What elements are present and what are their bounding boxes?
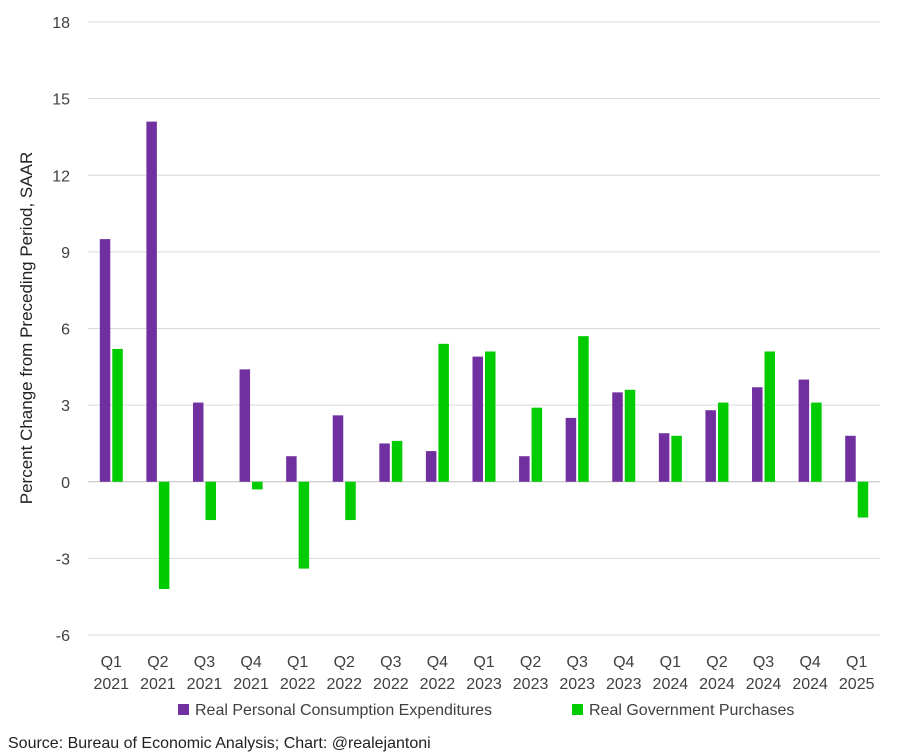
x-tick-label-year: 2022 xyxy=(280,676,316,693)
x-tick-label-year: 2023 xyxy=(606,676,642,693)
bar-consumption xyxy=(379,443,390,482)
y-axis-ticks: -6 -3 0 3 6 9 12 15 18 xyxy=(52,15,70,645)
bar-government xyxy=(485,351,496,482)
bar-consumption xyxy=(425,451,437,482)
bar-government xyxy=(438,343,449,482)
bar-government xyxy=(112,348,123,482)
x-tick-label-quarter: Q1 xyxy=(473,654,494,671)
y-axis-title: Percent Change from Preceding Period, SA… xyxy=(17,152,36,504)
x-tick-label-quarter: Q3 xyxy=(194,654,215,671)
y-tick-label: -3 xyxy=(56,551,70,568)
x-tick-label-year: 2022 xyxy=(373,676,409,693)
bar-government xyxy=(578,336,589,482)
x-tick-label-year: 2024 xyxy=(653,676,689,693)
y-tick-label: 6 xyxy=(61,322,70,339)
x-tick-label-year: 2021 xyxy=(233,676,269,693)
bar-consumption xyxy=(472,356,483,482)
y-tick-label: 18 xyxy=(52,15,70,32)
y-tick-label: -6 xyxy=(56,628,70,645)
bar-consumption xyxy=(565,417,577,482)
bar-government xyxy=(717,402,729,482)
x-tick-label-quarter: Q3 xyxy=(753,654,774,671)
x-tick-label-quarter: Q4 xyxy=(613,654,634,671)
gridlines xyxy=(88,21,880,636)
source-note: Source: Bureau of Economic Analysis; Cha… xyxy=(8,735,431,752)
x-tick-label-quarter: Q3 xyxy=(567,654,588,671)
y-tick-label: 9 xyxy=(61,245,70,262)
x-tick-label-year: 2022 xyxy=(326,676,362,693)
bar-government xyxy=(345,481,356,521)
x-axis-labels: Q1 2021 Q2 2021 Q3 2021 Q4 2021 Q1 2022 Q2 2022 Q3 20… xyxy=(93,654,874,693)
bar-consumption xyxy=(798,379,810,482)
legend-swatch xyxy=(178,704,189,715)
legend: Real Personal Consumption Expenditures Re… xyxy=(178,702,794,719)
x-tick-label-quarter: Q2 xyxy=(147,654,168,671)
bar-government xyxy=(252,481,263,490)
bar-consumption xyxy=(658,433,670,482)
bar-consumption xyxy=(845,435,856,482)
x-tick-label-year: 2023 xyxy=(559,676,595,693)
bars xyxy=(99,121,869,590)
bar-government xyxy=(857,481,869,518)
bar-government xyxy=(158,481,170,590)
bar-consumption xyxy=(519,456,530,482)
bar-consumption xyxy=(752,387,763,482)
y-tick-label: 15 xyxy=(52,92,70,109)
y-tick-label: 3 xyxy=(61,398,70,415)
x-tick-label-year: 2023 xyxy=(513,676,549,693)
bar-government xyxy=(391,440,403,482)
x-tick-label-year: 2024 xyxy=(699,676,735,693)
bar-consumption xyxy=(705,410,716,482)
bar-government xyxy=(764,351,776,482)
bar-consumption xyxy=(239,369,251,482)
x-tick-label-quarter: Q4 xyxy=(799,654,820,671)
x-tick-label-quarter: Q2 xyxy=(334,654,355,671)
bar-consumption xyxy=(146,121,157,482)
legend-label: Real Government Purchases xyxy=(589,702,794,719)
bar-consumption xyxy=(286,456,297,482)
x-tick-label-year: 2022 xyxy=(420,676,456,693)
x-tick-label-year: 2024 xyxy=(792,676,828,693)
bar-consumption xyxy=(612,392,623,482)
bar-government xyxy=(671,435,682,482)
x-tick-label-quarter: Q1 xyxy=(287,654,308,671)
x-tick-label-year: 2023 xyxy=(466,676,502,693)
x-tick-label-quarter: Q1 xyxy=(660,654,681,671)
x-tick-label-quarter: Q1 xyxy=(846,654,867,671)
bar-government xyxy=(811,402,822,482)
x-tick-label-year: 2021 xyxy=(93,676,129,693)
x-tick-label-quarter: Q4 xyxy=(427,654,448,671)
x-tick-label-year: 2021 xyxy=(140,676,176,693)
x-tick-label-quarter: Q2 xyxy=(520,654,541,671)
bar-government xyxy=(624,389,636,482)
bar-government xyxy=(205,481,216,521)
x-tick-label-quarter: Q1 xyxy=(101,654,122,671)
bar-consumption xyxy=(192,402,204,482)
x-tick-label-year: 2025 xyxy=(839,676,875,693)
bar-consumption xyxy=(99,239,111,482)
bar-government xyxy=(298,481,310,569)
y-tick-label: 12 xyxy=(52,168,70,185)
y-tick-label: 0 xyxy=(61,475,70,492)
x-tick-label-quarter: Q3 xyxy=(380,654,401,671)
x-tick-label-year: 2021 xyxy=(187,676,223,693)
legend-swatch xyxy=(572,704,583,715)
legend-label: Real Personal Consumption Expenditures xyxy=(195,702,492,719)
x-tick-label-year: 2024 xyxy=(746,676,782,693)
bar-government xyxy=(531,407,543,482)
bar-consumption xyxy=(332,415,344,482)
x-tick-label-quarter: Q2 xyxy=(706,654,727,671)
x-tick-label-quarter: Q4 xyxy=(240,654,261,671)
